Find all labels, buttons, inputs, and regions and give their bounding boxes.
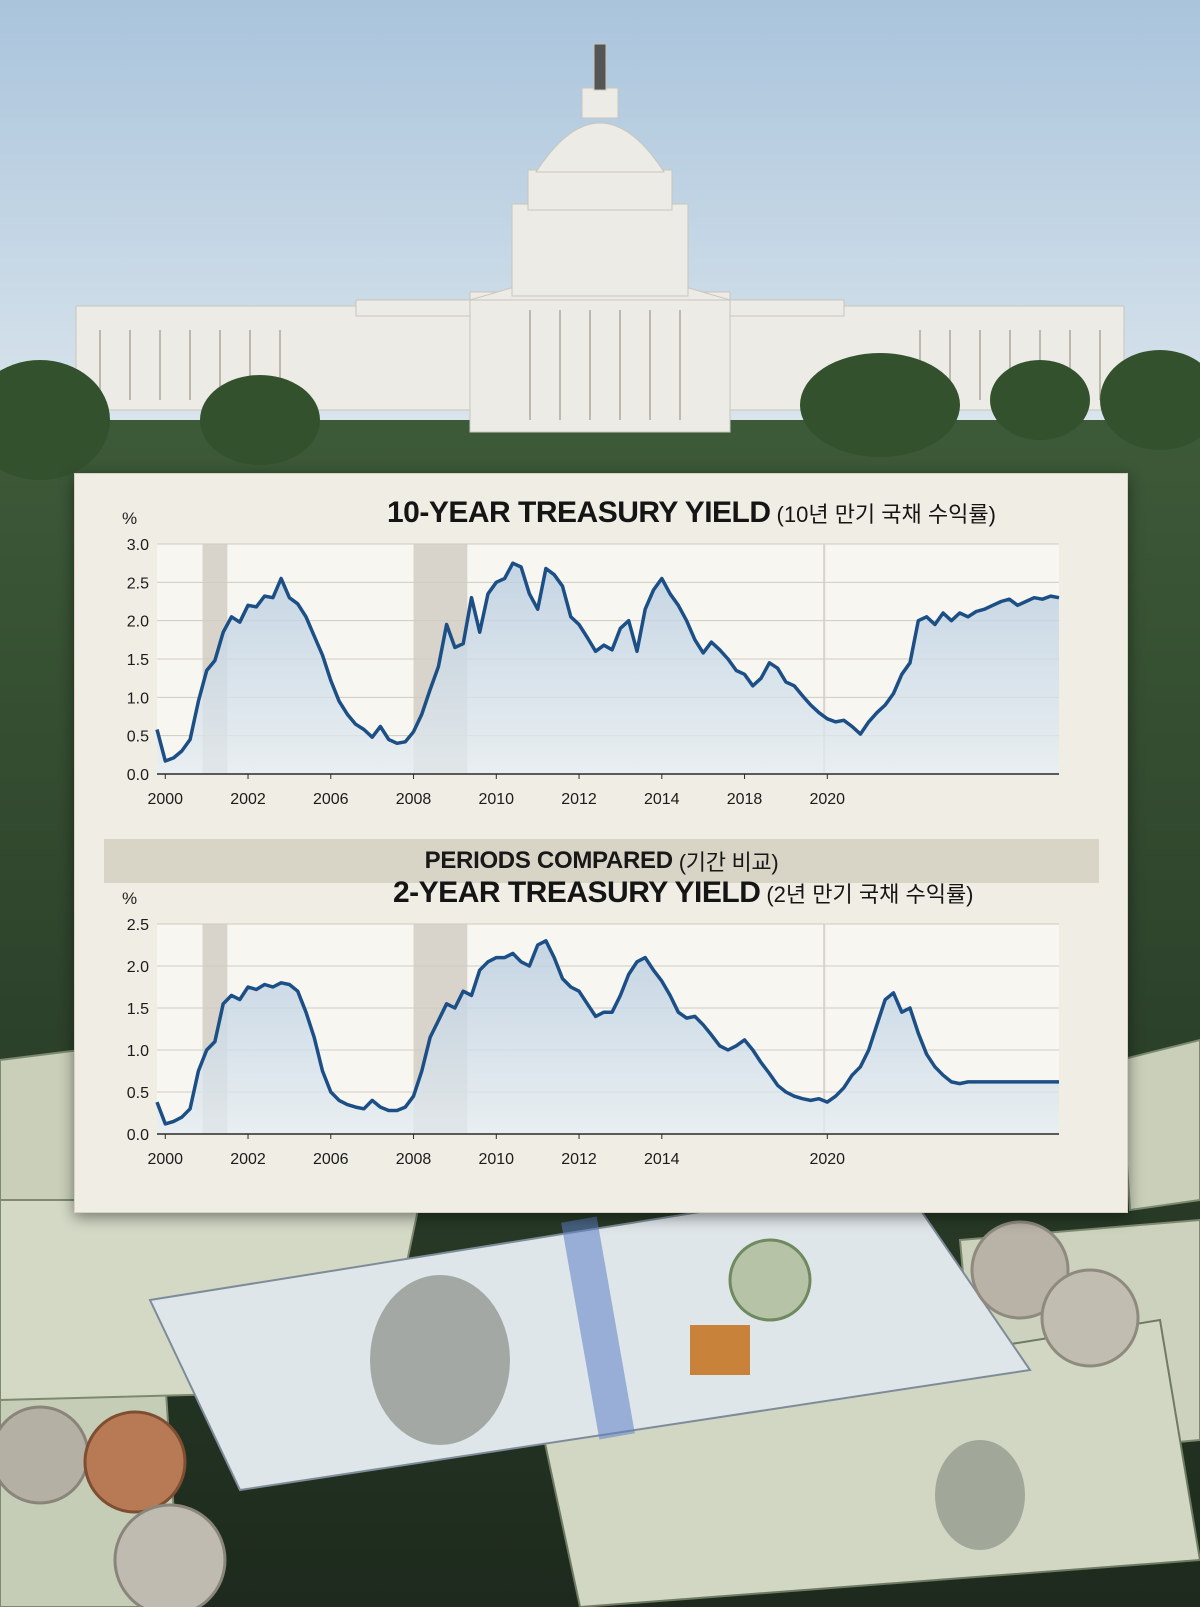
chart-1-xtick-label: 2002 bbox=[230, 791, 266, 808]
chart-1-xtick-label: 2006 bbox=[313, 791, 349, 808]
chart-2-ytick-label: 0.0 bbox=[127, 1127, 149, 1144]
chart-1-xtick-label: 2012 bbox=[561, 791, 597, 808]
chart-2-xtick-label: 2010 bbox=[478, 1151, 514, 1168]
chart-1-ytick-label: 0.5 bbox=[127, 729, 149, 746]
chart-2-title-main: 2-YEAR TREASURY YIELD bbox=[393, 876, 761, 909]
divider-label: PERIODS COMPARED bbox=[424, 847, 673, 874]
divider-sub: (기간 비교) bbox=[678, 850, 779, 875]
chart-1-series-line bbox=[155, 561, 1060, 763]
chart-1-xtick-label: 2018 bbox=[727, 791, 763, 808]
chart-2-title-sub: (2년 만기 국채 수익률) bbox=[766, 882, 974, 907]
chart-2-ylabel: % bbox=[122, 889, 138, 908]
chart-panel: 0.0 0.5 1.0 1.5 2.0 2.5 3.0 2000 2002 2006 2008 201… bbox=[74, 473, 1128, 1213]
chart-1-ytick-label: 0.0 bbox=[127, 767, 149, 784]
chart-1-ytick-label: 2.0 bbox=[127, 614, 149, 631]
coins bbox=[0, 1220, 1140, 1607]
chart-1-ytick-label: 3.0 bbox=[127, 537, 149, 554]
chart-2-shaded-period bbox=[823, 924, 826, 1134]
chart-2-xtick-label: 2014 bbox=[644, 1151, 680, 1168]
chart-2-xtick-label: 2002 bbox=[230, 1151, 266, 1168]
chart-2-xtick-label: 2020 bbox=[809, 1151, 845, 1168]
chart-2-ytick-label: 2.0 bbox=[127, 959, 149, 976]
chart-1-xtick-label: 2010 bbox=[478, 791, 514, 808]
chart-2-xtick-label: 2000 bbox=[147, 1151, 183, 1168]
chart-2-ytick-label: 1.5 bbox=[127, 1001, 149, 1018]
chart-2-ytick-label: 0.5 bbox=[127, 1085, 149, 1102]
chart-1-xtick-label: 2000 bbox=[147, 791, 183, 808]
chart-1-ylabel: % bbox=[122, 509, 138, 528]
chart-1-xtick-label: 2008 bbox=[396, 791, 432, 808]
chart-2-title: 2-YEAR TREASURY YIELD (2년 만기 국채 수익률) bbox=[393, 876, 974, 910]
chart-2-ytick-label: 1.0 bbox=[127, 1043, 149, 1060]
charts-svg: 0.0 0.5 1.0 1.5 2.0 2.5 3.0 2000 2002 2006 2008 201… bbox=[127, 537, 1060, 1168]
chart-2-series-area bbox=[157, 940, 1059, 1134]
chart-2-xtick-label: 2006 bbox=[313, 1151, 349, 1168]
chart-1-title-sub: (10년 만기 국채 수익률) bbox=[776, 502, 996, 527]
chart-1-title-main: 10-YEAR TREASURY YIELD bbox=[387, 496, 771, 529]
chart-2-ytick-label: 2.5 bbox=[127, 917, 149, 934]
chart-1-xtick-label: 2020 bbox=[809, 791, 845, 808]
chart-2-xtick-label: 2008 bbox=[396, 1151, 432, 1168]
chart-1-xtick-label: 2014 bbox=[644, 791, 680, 808]
chart-1-ytick-label: 2.5 bbox=[127, 575, 149, 592]
chart-2-series-line bbox=[155, 939, 1059, 1126]
chart-1-title: 10-YEAR TREASURY YIELD (10년 만기 국채 수익률) bbox=[387, 496, 996, 530]
periods-compared-band: PERIODS COMPARED (기간 비교) bbox=[104, 839, 1099, 883]
chart-1-ytick-label: 1.5 bbox=[127, 652, 149, 669]
chart-2-xtick-label: 2012 bbox=[561, 1151, 597, 1168]
chart-1-ytick-label: 1.0 bbox=[127, 690, 149, 707]
